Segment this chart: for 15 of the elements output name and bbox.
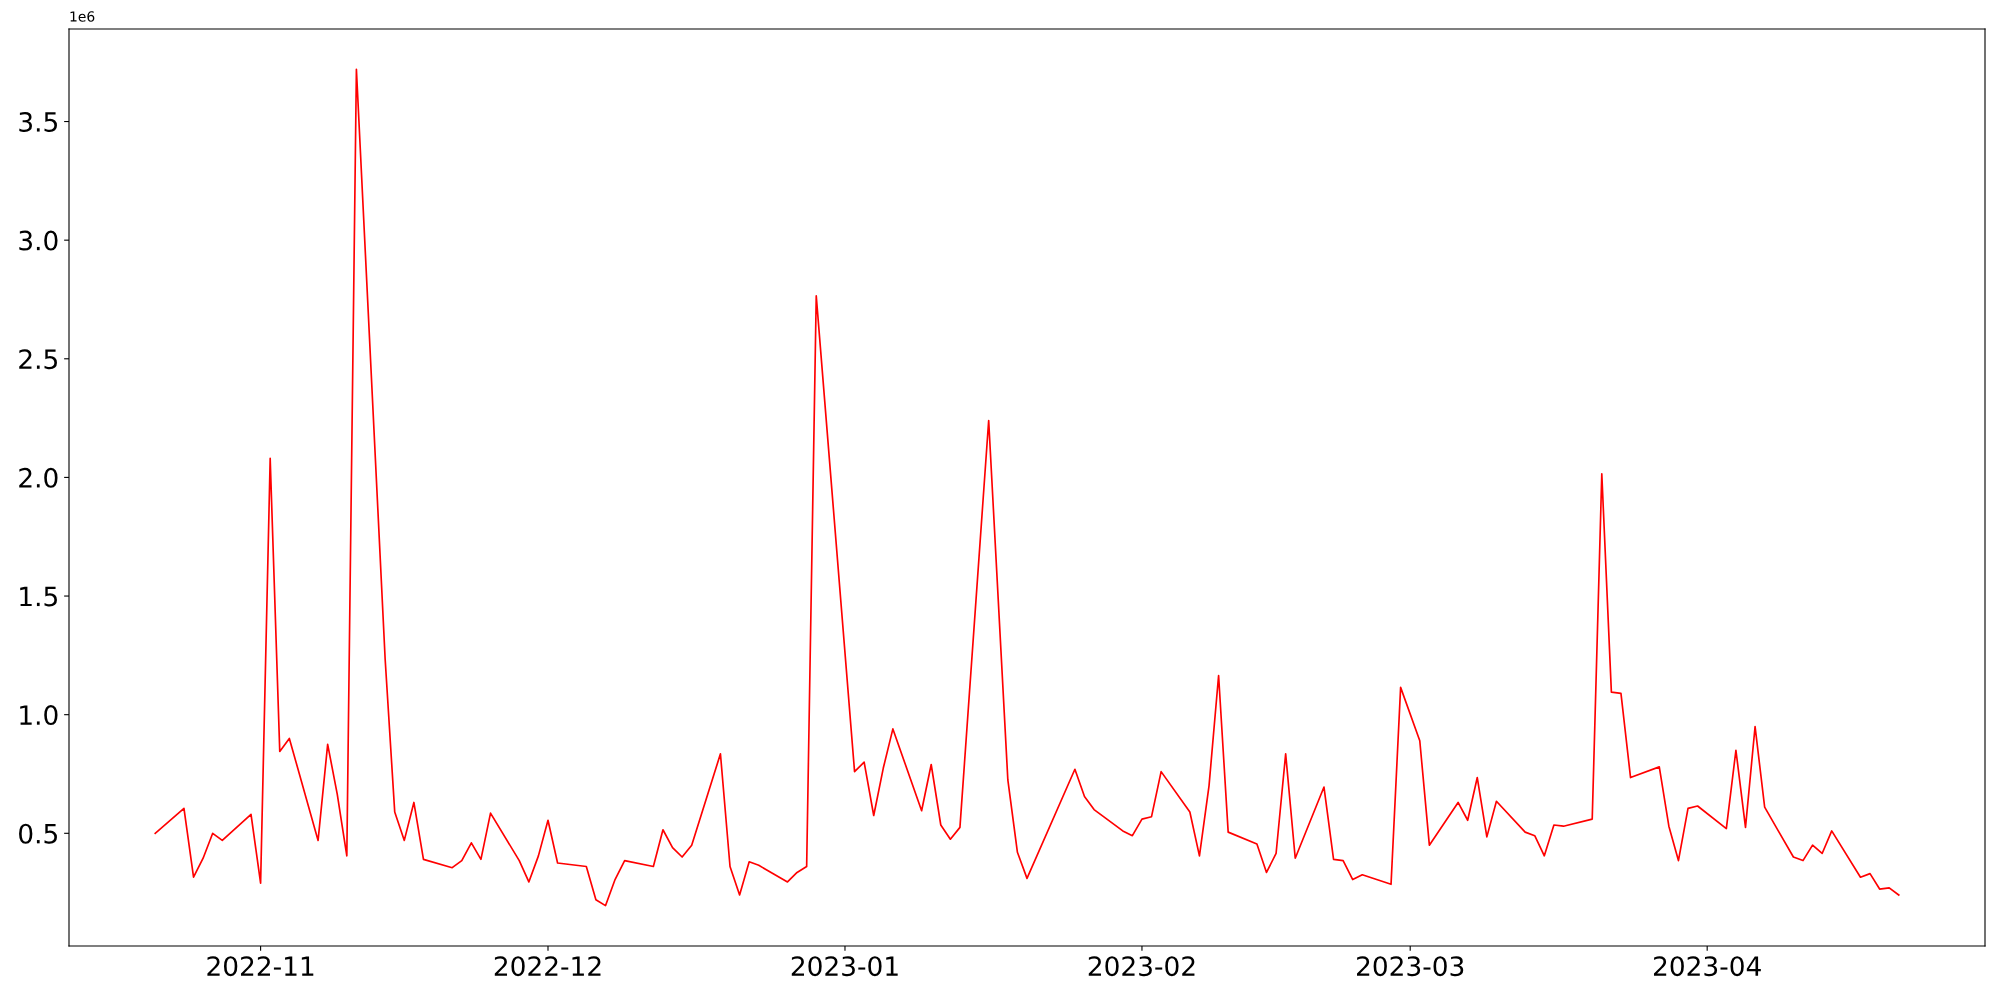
x-tick-label: 2023-02 (1088, 956, 1195, 977)
x-tick-label: 2023-01 (791, 956, 898, 977)
y-tick-label: 2.0 (19, 467, 58, 488)
line-series (154, 68, 1900, 907)
x-tick-label: 2023-03 (1357, 956, 1464, 977)
x-tick-label: 2022-12 (494, 956, 601, 977)
y-tick-label: 3.5 (19, 111, 57, 132)
y-tick-label: 1.0 (20, 705, 58, 726)
y-tick-label: 1.5 (20, 586, 57, 607)
y-tick-label: 0.5 (19, 823, 57, 844)
x-tick-label: 2023-04 (1653, 956, 1761, 977)
text: 1e6 (70, 11, 95, 22)
x-tick-label: 2022-11 (207, 956, 314, 977)
y-tick-label: 3.0 (19, 230, 58, 251)
y-tick-label: 2.5 (19, 349, 57, 370)
